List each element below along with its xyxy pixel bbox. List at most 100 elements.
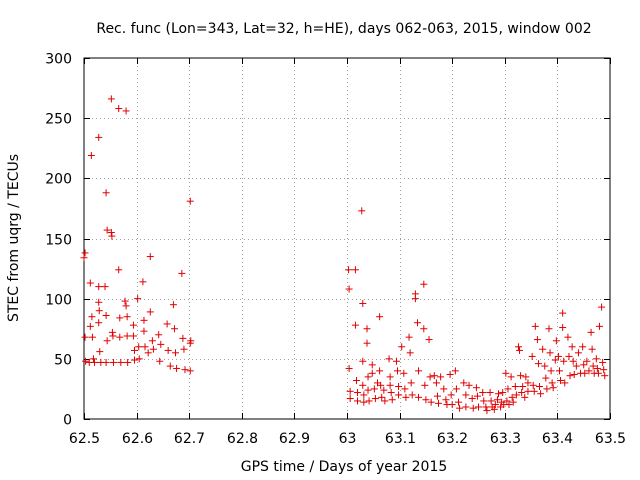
data-point — [599, 358, 607, 366]
data-point — [600, 366, 608, 374]
x-axis-label: GPS time / Days of year 2015 — [241, 459, 448, 475]
data-point — [422, 396, 430, 404]
data-point — [530, 387, 538, 395]
data-point — [529, 381, 537, 389]
data-point — [536, 383, 544, 391]
data-point — [456, 404, 464, 412]
data-point — [494, 390, 502, 398]
data-point — [572, 362, 580, 370]
data-point — [415, 393, 423, 401]
x-tick-label: 63.3 — [490, 431, 521, 447]
data-point — [395, 391, 403, 399]
data-point — [480, 397, 488, 405]
data-point — [141, 343, 149, 351]
data-point — [115, 105, 123, 113]
data-point — [452, 385, 460, 393]
data-point — [81, 249, 89, 257]
data-point — [516, 346, 524, 354]
data-point — [407, 379, 415, 387]
data-point — [551, 356, 559, 364]
data-point — [580, 361, 588, 369]
data-point — [101, 283, 109, 291]
data-point — [541, 362, 549, 370]
data-point — [140, 327, 148, 335]
data-point — [505, 401, 513, 409]
y-tick-label: 50 — [54, 353, 72, 369]
data-point — [149, 345, 157, 353]
data-point — [166, 362, 174, 370]
data-point — [432, 379, 440, 387]
data-point — [499, 389, 507, 397]
data-point — [427, 398, 435, 406]
data-point — [123, 332, 131, 340]
x-tick-label: 63.4 — [542, 431, 573, 447]
x-tick-label: 63.1 — [385, 431, 416, 447]
data-point — [446, 370, 454, 378]
data-point — [364, 373, 372, 381]
data-point — [502, 369, 510, 377]
data-point — [546, 349, 554, 357]
data-point — [122, 107, 130, 115]
data-point — [146, 253, 154, 261]
data-point — [430, 372, 438, 380]
data-point — [359, 357, 367, 365]
data-point — [462, 391, 470, 399]
data-point — [368, 361, 376, 369]
data-point — [96, 348, 104, 356]
y-axis-label: STEC from uqrg / TECUs — [6, 154, 22, 322]
data-point — [564, 333, 572, 341]
data-point — [426, 373, 434, 381]
data-point — [420, 280, 428, 288]
data-point — [370, 385, 378, 393]
data-point — [539, 345, 547, 353]
data-point — [588, 345, 596, 353]
data-point — [156, 357, 164, 365]
x-tick-label: 62.7 — [174, 431, 205, 447]
data-point — [560, 357, 568, 365]
data-point — [91, 358, 99, 366]
data-point — [346, 387, 354, 395]
x-tick-label: 63.2 — [437, 431, 468, 447]
data-point — [587, 328, 595, 336]
data-point — [468, 395, 476, 403]
data-point — [512, 391, 520, 399]
data-point — [169, 301, 177, 309]
data-point — [594, 369, 602, 377]
data-point — [358, 207, 366, 215]
data-point — [462, 403, 470, 411]
data-point — [103, 226, 111, 234]
data-point — [378, 393, 386, 401]
data-point — [155, 331, 163, 339]
data-point — [566, 372, 574, 380]
data-point — [178, 269, 186, 277]
data-point — [364, 386, 372, 394]
data-point — [561, 379, 569, 387]
data-point — [585, 367, 593, 375]
data-point — [557, 376, 565, 384]
y-tick-label: 100 — [45, 293, 72, 309]
data-point — [146, 308, 154, 316]
data-point — [522, 373, 530, 381]
data-point — [170, 325, 178, 333]
data-point — [377, 381, 385, 389]
data-point — [415, 367, 423, 375]
data-point — [116, 333, 124, 341]
y-tick-label: 250 — [45, 112, 72, 128]
data-point — [82, 357, 90, 365]
x-tick-label: 63 — [339, 431, 357, 447]
data-point — [556, 367, 564, 375]
chart-title: Rec. func (Lon=343, Lat=32, h=HE), days … — [96, 21, 591, 37]
data-point — [115, 266, 123, 274]
data-point — [345, 364, 353, 372]
data-point — [549, 384, 557, 392]
data-point — [359, 299, 367, 307]
data-point — [157, 340, 165, 348]
x-tick-label: 62.9 — [279, 431, 310, 447]
data-point — [601, 372, 609, 380]
data-point — [139, 278, 147, 286]
data-point — [135, 343, 143, 351]
data-point — [180, 345, 188, 353]
data-point — [109, 358, 117, 366]
data-point — [354, 389, 362, 397]
data-point — [473, 392, 481, 400]
